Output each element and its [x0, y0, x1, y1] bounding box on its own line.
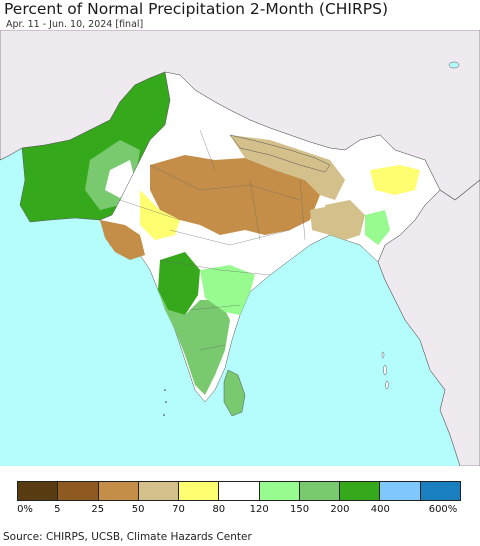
northeast-green	[365, 210, 390, 245]
tibet-lake	[448, 61, 460, 69]
legend-ticks: 0% 5 25 50 70 80 120 150 200 400 600%	[0, 504, 480, 518]
legend-tick-label: 400	[370, 504, 390, 515]
legend-swatch	[18, 482, 59, 500]
gujarat-brown	[100, 220, 145, 260]
legend-swatch	[420, 482, 460, 500]
northeast-yellow	[370, 165, 420, 195]
map-title: Percent of Normal Precipitation 2-Month …	[4, 0, 388, 18]
region-bangladesh	[325, 200, 365, 240]
dry-belt-yellow	[140, 190, 180, 240]
legend-swatch	[219, 482, 260, 500]
internal-borders	[119, 129, 306, 351]
legend-colorbar	[17, 481, 461, 501]
region-nepal	[229, 134, 331, 173]
legend-tick-label: 80	[212, 504, 226, 515]
legend-swatch	[259, 482, 300, 500]
green-plateau	[158, 252, 200, 315]
dry-belt-central	[150, 155, 320, 235]
legend-tick-label: 600%	[428, 504, 458, 515]
green-peninsula	[158, 290, 230, 395]
legend-tick-label: 70	[172, 504, 185, 515]
map-subtitle: Apr. 11 - Jun. 10, 2024 [final]	[6, 19, 144, 30]
legend-tick-label: 25	[91, 504, 105, 515]
legend-swatch	[380, 482, 421, 500]
legend-swatch	[179, 482, 220, 500]
legend-tick-label: 120	[249, 504, 269, 515]
legend-tick-label: 5	[54, 504, 61, 515]
legend-swatch	[98, 482, 139, 500]
source-credit: Source: CHIRPS, UCSB, Climate Hazards Ce…	[3, 531, 252, 543]
legend-swatch	[299, 482, 341, 500]
legend-swatch	[58, 482, 99, 500]
precipitation-map	[0, 30, 480, 466]
green-light-south	[200, 265, 255, 315]
legend-swatch	[138, 482, 180, 500]
maldives-islands	[163, 389, 167, 416]
legend-tick-label: 50	[131, 504, 145, 515]
legend-tick-label: 150	[289, 504, 310, 515]
andaman-islands	[381, 351, 389, 390]
region-sri-lanka	[223, 369, 246, 417]
legend-swatch	[340, 482, 381, 500]
legend-tick-label: 200	[330, 504, 350, 515]
legend-tick-label: 0%	[17, 504, 33, 515]
